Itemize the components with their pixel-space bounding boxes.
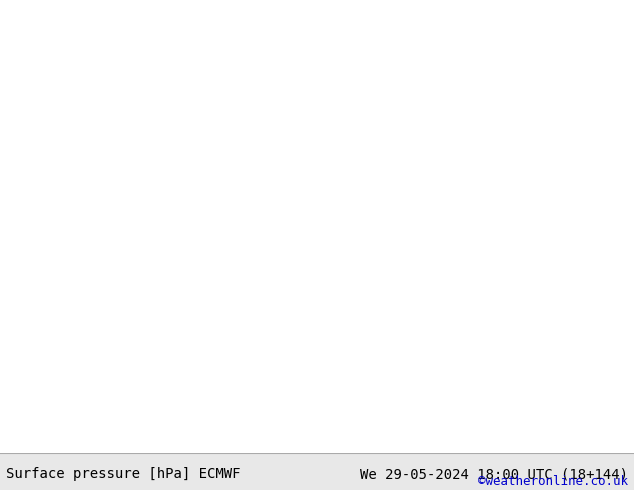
Text: We 29-05-2024 18:00 UTC (18+144): We 29-05-2024 18:00 UTC (18+144) [359, 467, 628, 481]
Text: Surface pressure [hPa] ECMWF: Surface pressure [hPa] ECMWF [6, 467, 241, 481]
Text: ©weatheronline.co.uk: ©weatheronline.co.uk [477, 475, 628, 488]
